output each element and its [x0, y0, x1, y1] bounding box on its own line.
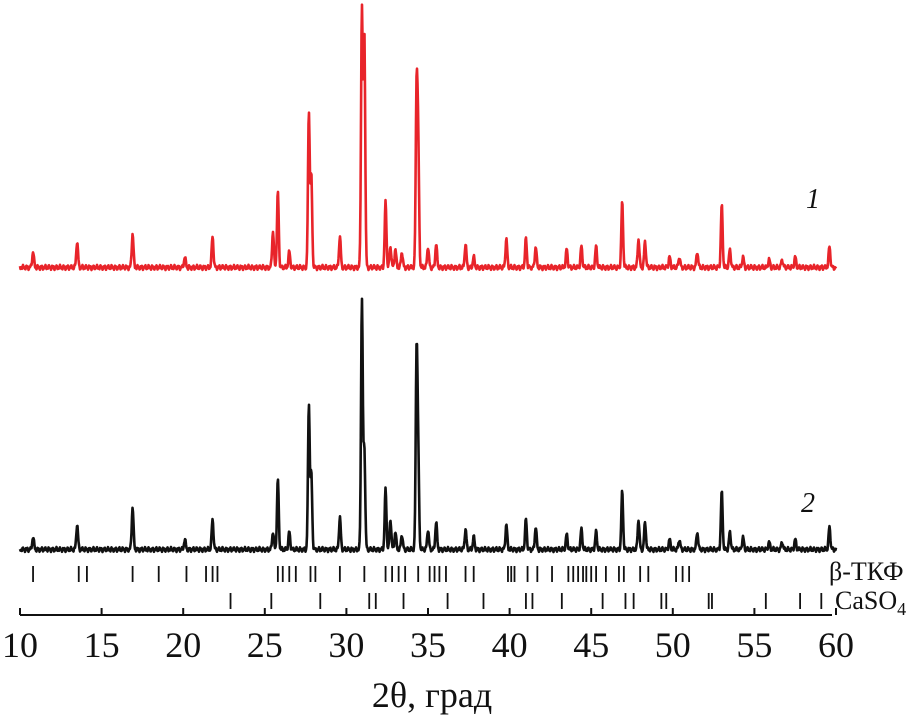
x-tick-label-40: 40 [492, 625, 528, 665]
curve-label-2: 2 [801, 488, 815, 519]
x-tick-label-20: 20 [165, 625, 201, 665]
x-tick-label-15: 15 [84, 625, 120, 665]
curve-label-1: 1 [806, 184, 820, 215]
phase-label-caso4: CaSO4 [835, 586, 906, 619]
x-tick-label-50: 50 [655, 625, 691, 665]
curves-group [18, 3, 838, 554]
reference-phase-group [32, 566, 823, 609]
x-tick-label-30: 30 [328, 625, 364, 665]
x-tick-label-10: 10 [2, 625, 38, 665]
x-tick-label-45: 45 [573, 625, 609, 665]
phase-label-caso4-main: CaSO [835, 586, 897, 615]
phase-label-beta-tcp: β-ТКФ [829, 557, 904, 586]
x-tick-label-60: 60 [818, 625, 854, 665]
x-tick-label-35: 35 [410, 625, 446, 665]
x-tick-label-55: 55 [736, 625, 772, 665]
x-axis: 10 15 20 25 30 35 40 45 50 55 60 [2, 608, 854, 665]
x-tick-label-25: 25 [247, 625, 283, 665]
phase-label-caso4-sub: 4 [897, 599, 906, 619]
series-2-curve [18, 297, 838, 554]
series-1-curve [18, 3, 838, 272]
x-axis-label: 2θ, град [372, 675, 492, 715]
